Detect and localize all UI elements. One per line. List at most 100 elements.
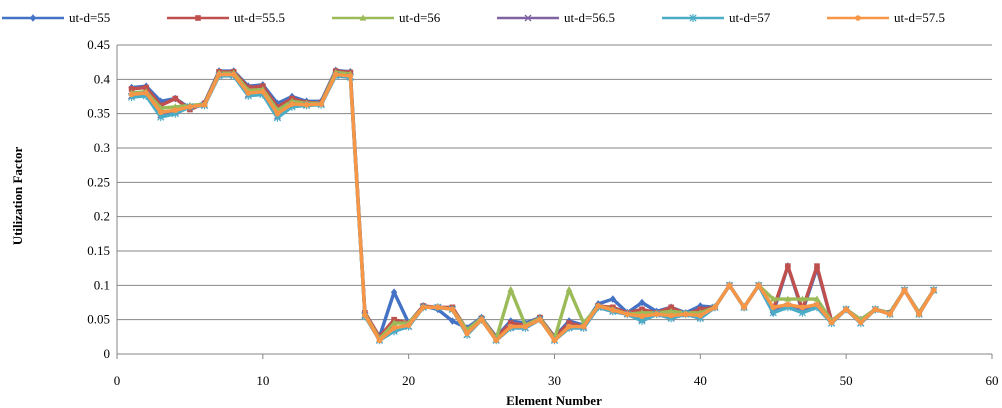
data-point	[435, 304, 441, 311]
data-point	[303, 101, 310, 108]
axes: 0 0.05 0.1 0.15 0.2 0.25 0.3 0.35 0.4 0.45 0 10 20 30…	[87, 37, 998, 388]
legend: ut-d=55 ut-d=55.5 ut-d=56 ut-d=56.5 ut-d=57 u…	[2, 10, 945, 25]
data-point	[785, 301, 791, 308]
y-tick-label: 0	[104, 346, 111, 361]
data-point	[362, 312, 368, 318]
x-tick-label: 10	[256, 373, 269, 388]
data-point	[201, 101, 208, 108]
data-point	[770, 304, 777, 311]
data-point	[391, 325, 397, 331]
legend-label: ut-d=57	[729, 10, 771, 25]
data-point	[245, 90, 252, 96]
y-tick-label: 0.05	[87, 312, 110, 327]
data-point	[478, 316, 485, 323]
x-tick-label: 50	[840, 373, 853, 388]
data-point	[814, 263, 820, 269]
data-point	[318, 101, 324, 107]
legend-marker	[855, 15, 861, 21]
data-point	[682, 311, 689, 317]
series-layer	[127, 66, 938, 345]
legend-label: ut-d=55.5	[234, 10, 285, 25]
data-point	[624, 311, 631, 317]
y-tick-label: 0.2	[94, 209, 110, 224]
data-point	[390, 319, 398, 326]
x-axis-title: Element Number	[506, 393, 602, 408]
data-point	[405, 322, 412, 328]
data-point	[726, 282, 733, 289]
legend-item: ut-d=56.5	[497, 10, 615, 25]
data-point	[668, 304, 674, 311]
legend-marker	[689, 14, 697, 22]
data-point	[143, 84, 149, 91]
y-tick-label: 0.3	[94, 140, 110, 155]
data-point	[799, 295, 806, 302]
data-point	[347, 73, 354, 79]
data-point	[639, 313, 645, 320]
x-tick-label: 60	[986, 373, 999, 388]
data-point	[390, 288, 398, 296]
y-tick-label: 0.1	[94, 277, 110, 292]
legend-label: ut-d=55	[69, 10, 110, 25]
data-point	[507, 285, 515, 293]
data-point	[507, 320, 514, 326]
data-point	[828, 319, 835, 326]
data-point	[187, 104, 193, 110]
data-point	[128, 86, 135, 92]
legend-marker	[29, 14, 37, 22]
data-point	[172, 95, 179, 102]
data-point	[171, 103, 179, 110]
y-axis-title: Utilization Factor	[10, 146, 25, 245]
data-point	[420, 304, 427, 311]
data-point	[712, 304, 718, 311]
data-point	[784, 295, 792, 302]
legend-item: ut-d=57.5	[827, 10, 945, 25]
data-point	[172, 107, 179, 114]
data-point	[580, 323, 587, 330]
data-point	[638, 298, 646, 307]
data-point	[289, 101, 295, 107]
data-point	[741, 304, 747, 311]
data-point	[551, 337, 558, 344]
data-point	[157, 97, 164, 106]
data-point	[522, 323, 529, 330]
data-point	[769, 295, 777, 302]
x-tick-label: 20	[402, 373, 415, 388]
data-point	[887, 311, 893, 317]
legend-item: ut-d=56	[332, 10, 441, 25]
series-line	[129, 70, 936, 341]
legend-label: ut-d=56.5	[564, 10, 615, 25]
legend-marker	[195, 15, 201, 21]
data-point	[638, 309, 646, 316]
data-point	[537, 316, 543, 323]
legend-marker	[359, 14, 367, 21]
data-point	[697, 302, 704, 310]
data-point	[609, 295, 617, 303]
data-point	[449, 317, 456, 325]
data-point	[464, 330, 470, 337]
data-point	[274, 110, 281, 117]
data-point	[813, 295, 821, 302]
data-point	[332, 71, 339, 78]
data-point	[872, 306, 879, 313]
y-tick-label: 0.15	[87, 243, 110, 258]
data-point	[653, 311, 660, 317]
x-tick-label: 0	[114, 373, 121, 388]
data-point	[610, 307, 616, 313]
legend-marker	[524, 14, 532, 22]
data-point	[901, 287, 908, 293]
data-point	[595, 303, 602, 309]
data-point	[843, 306, 849, 313]
data-point	[565, 285, 573, 293]
data-point	[260, 88, 266, 95]
data-point	[814, 301, 820, 308]
legend-item: ut-d=57	[662, 10, 771, 25]
data-point	[216, 71, 222, 78]
data-point	[930, 287, 937, 293]
data-point	[799, 304, 806, 311]
data-point	[798, 308, 807, 317]
data-point	[230, 71, 237, 78]
gridlines	[117, 44, 992, 321]
data-point	[376, 337, 383, 344]
y-tick-label: 0.35	[87, 106, 110, 121]
